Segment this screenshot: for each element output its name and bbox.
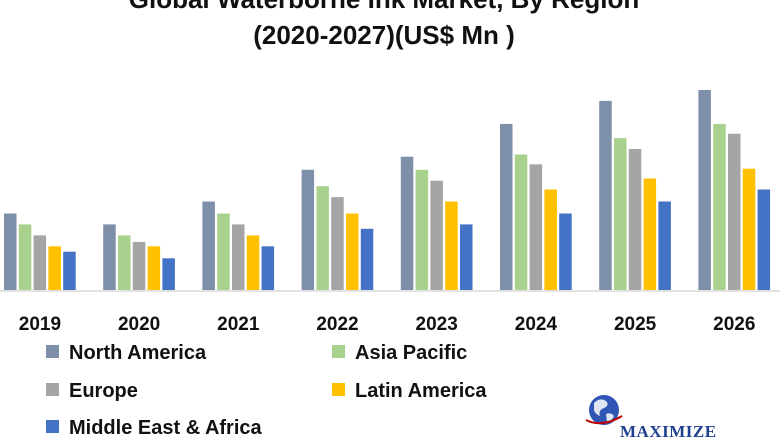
x-tick-label: 2023	[416, 314, 458, 335]
bar-2026-latin-america	[742, 168, 756, 290]
bar-2022-europe	[331, 197, 344, 290]
globe-continents-icon	[594, 399, 614, 422]
bar-2021-middle-east-africa	[261, 246, 275, 290]
bar-2020-latin-america	[147, 246, 161, 290]
x-tick-label: 2019	[19, 314, 61, 335]
bar-2026-europe	[728, 133, 741, 290]
bar-2023-latin-america	[445, 201, 458, 290]
x-tick-label: 2020	[118, 314, 160, 335]
x-tick-label: 2022	[316, 314, 358, 335]
legend-label: Latin America	[355, 380, 487, 402]
legend-label: North America	[69, 342, 207, 364]
bar-2025-middle-east-africa	[658, 201, 671, 290]
bar-2024-latin-america	[544, 189, 557, 290]
bar-2023-north-america	[400, 156, 414, 290]
bar-2024-asia-pacific	[514, 154, 528, 290]
legend-swatch	[332, 345, 345, 358]
legend-label: Middle East & Africa	[69, 417, 263, 439]
bar-2019-north-america	[4, 213, 17, 290]
bar-2019-asia-pacific	[18, 224, 32, 290]
bar-2022-middle-east-africa	[360, 228, 374, 290]
bar-2019-latin-america	[48, 246, 61, 290]
bar-2022-latin-america	[346, 213, 359, 290]
bar-group	[4, 90, 771, 291]
bar-2023-europe	[430, 180, 443, 290]
chart-subtitle: (2020-2027)(US$ Mn )	[253, 20, 515, 50]
legend: North America Asia Pacific Europe Latin Ame…	[46, 342, 487, 439]
globe-swoosh-icon	[585, 415, 623, 425]
x-tick-label: 2026	[713, 314, 755, 335]
bar-2023-asia-pacific	[415, 169, 429, 290]
x-tick-label: 2021	[217, 314, 260, 335]
logo-text: MAXIMIZE	[620, 422, 717, 440]
maximize-logo: MAXIMIZE	[585, 395, 717, 440]
x-tick-label: 2025	[614, 314, 657, 335]
bar-2019-europe	[33, 235, 47, 290]
bar-2020-middle-east-africa	[162, 258, 175, 290]
bar-2021-europe	[232, 224, 245, 290]
legend-swatch	[46, 345, 59, 358]
bar-2026-north-america	[698, 90, 711, 290]
bar-2022-north-america	[301, 169, 315, 290]
bar-2023-middle-east-africa	[460, 224, 473, 290]
bar-2024-north-america	[500, 123, 513, 291]
bar-2020-asia-pacific	[118, 235, 131, 290]
bar-2025-asia-pacific	[614, 138, 627, 290]
bar-2025-latin-america	[643, 178, 657, 290]
bar-2020-north-america	[103, 224, 116, 290]
bar-2021-latin-america	[246, 235, 260, 290]
bar-2022-asia-pacific	[316, 186, 329, 290]
bar-2021-north-america	[202, 201, 215, 290]
bar-2025-europe	[628, 149, 642, 290]
legend-label: Europe	[69, 380, 138, 402]
bar-2019-middle-east-africa	[63, 251, 76, 290]
x-tick-label: 2024	[515, 314, 558, 335]
x-tick-labels: 2019 2020 2021 2022 2023 2024 2025 2026	[19, 314, 756, 335]
bar-2021-asia-pacific	[217, 213, 230, 290]
bar-2024-europe	[529, 164, 543, 290]
bar-2025-north-america	[599, 100, 612, 291]
chart-title: Global Waterborne Ink Market, By Region	[129, 0, 639, 14]
legend-label: Asia Pacific	[355, 342, 467, 364]
legend-swatch	[46, 420, 59, 433]
bar-2026-middle-east-africa	[757, 189, 771, 290]
bar-2026-asia-pacific	[713, 123, 726, 291]
bar-2020-europe	[132, 241, 146, 290]
legend-swatch	[46, 383, 59, 396]
legend-swatch	[332, 383, 345, 396]
bar-2024-middle-east-africa	[559, 213, 572, 290]
